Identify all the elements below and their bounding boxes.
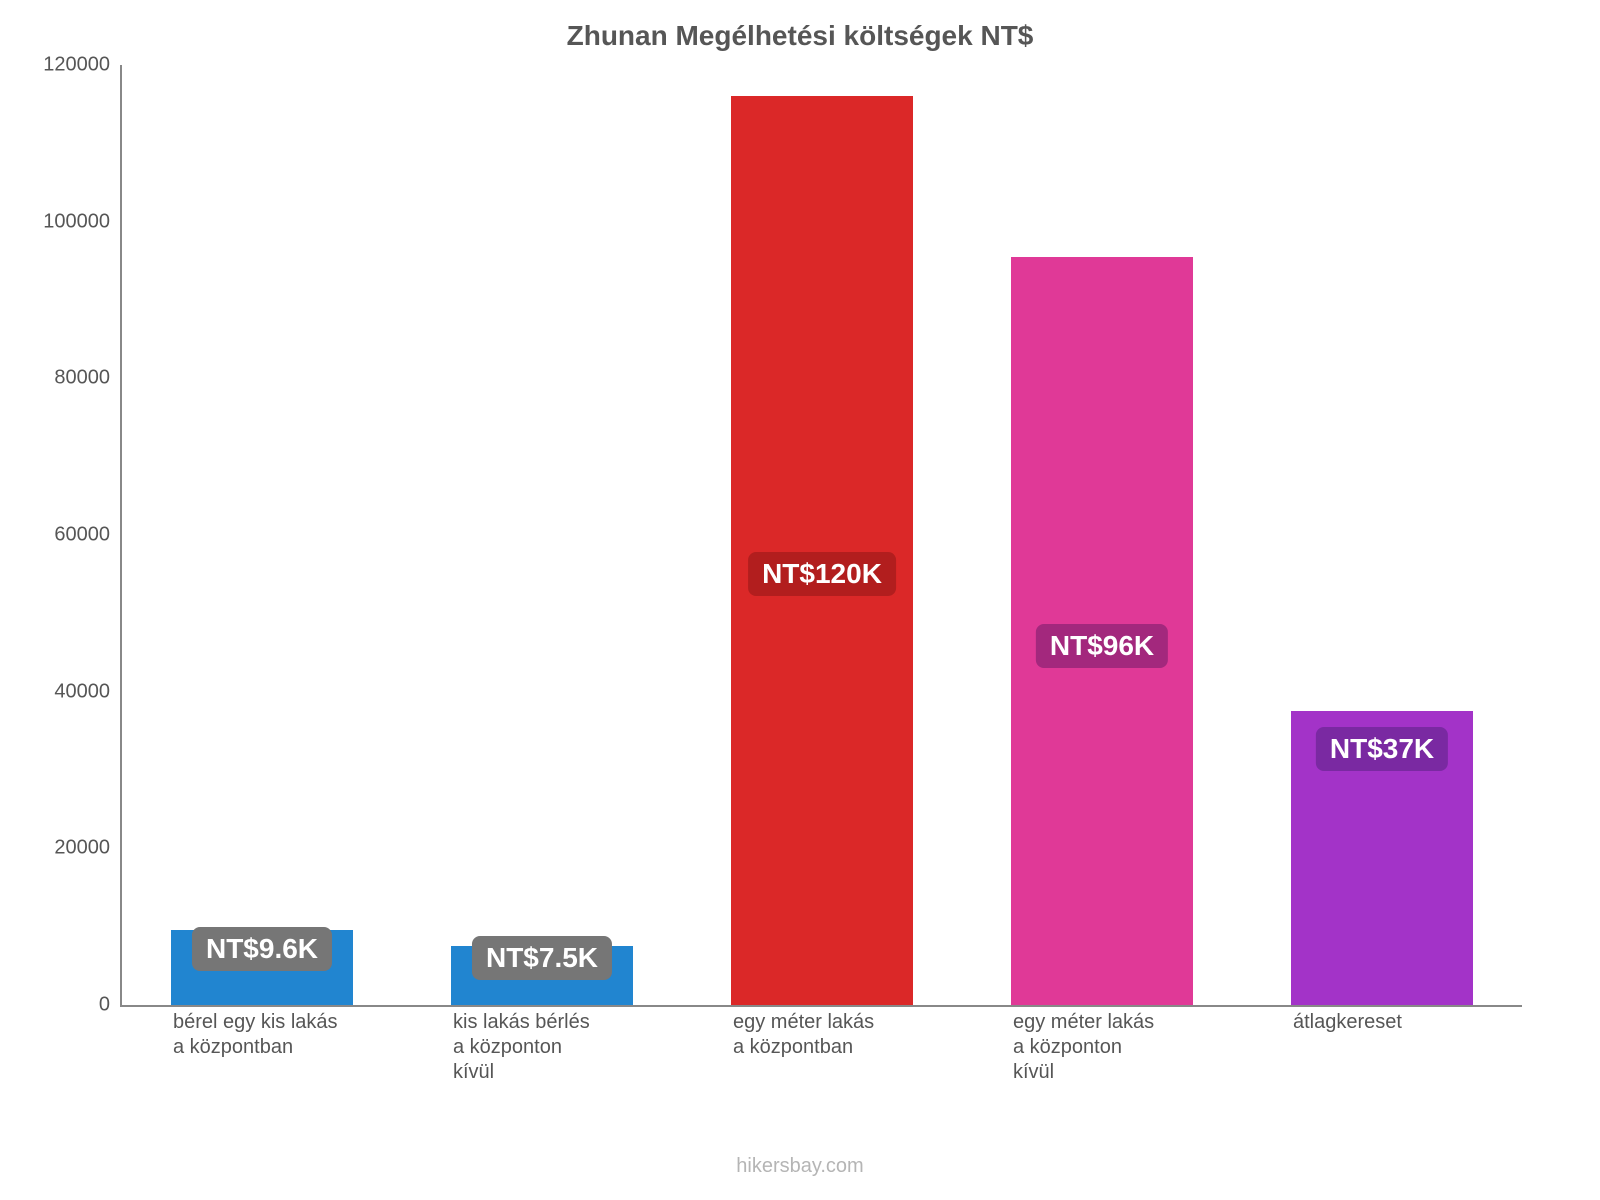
bar-value-label: NT$7.5K bbox=[472, 936, 612, 980]
bar-value-label: NT$37K bbox=[1316, 727, 1448, 771]
bar-value-label: NT$120K bbox=[748, 552, 896, 596]
bar: NT$37K bbox=[1291, 711, 1473, 1005]
bar-value-label: NT$96K bbox=[1036, 624, 1168, 668]
x-tick-label: átlagkereset bbox=[1293, 1010, 1475, 1035]
bar-value-label: NT$9.6K bbox=[192, 927, 332, 971]
chart-container: Zhunan Megélhetési költségek NT$ NT$9.6K… bbox=[0, 0, 1600, 1200]
y-tick-label: 120000 bbox=[10, 54, 110, 77]
chart-title: Zhunan Megélhetési költségek NT$ bbox=[0, 20, 1600, 52]
plot-area: NT$9.6K NT$7.5K NT$120K NT$96K NT$37K bbox=[120, 65, 1522, 1007]
y-tick-label: 80000 bbox=[10, 367, 110, 390]
bar: NT$7.5K bbox=[451, 946, 633, 1005]
y-tick-label: 100000 bbox=[10, 210, 110, 233]
y-tick-label: 60000 bbox=[10, 524, 110, 547]
bar: NT$120K bbox=[731, 96, 913, 1005]
x-tick-label: egy méter lakás a központon kívül bbox=[1013, 1010, 1195, 1085]
y-tick-label: 0 bbox=[10, 994, 110, 1017]
y-tick-label: 20000 bbox=[10, 837, 110, 860]
bar: NT$9.6K bbox=[171, 930, 353, 1005]
x-tick-label: kis lakás bérlés a központon kívül bbox=[453, 1010, 635, 1085]
bar: NT$96K bbox=[1011, 257, 1193, 1005]
x-tick-label: egy méter lakás a központban bbox=[733, 1010, 915, 1060]
footer-credit: hikersbay.com bbox=[0, 1155, 1600, 1178]
y-tick-label: 40000 bbox=[10, 680, 110, 703]
x-tick-label: bérel egy kis lakás a központban bbox=[173, 1010, 355, 1060]
